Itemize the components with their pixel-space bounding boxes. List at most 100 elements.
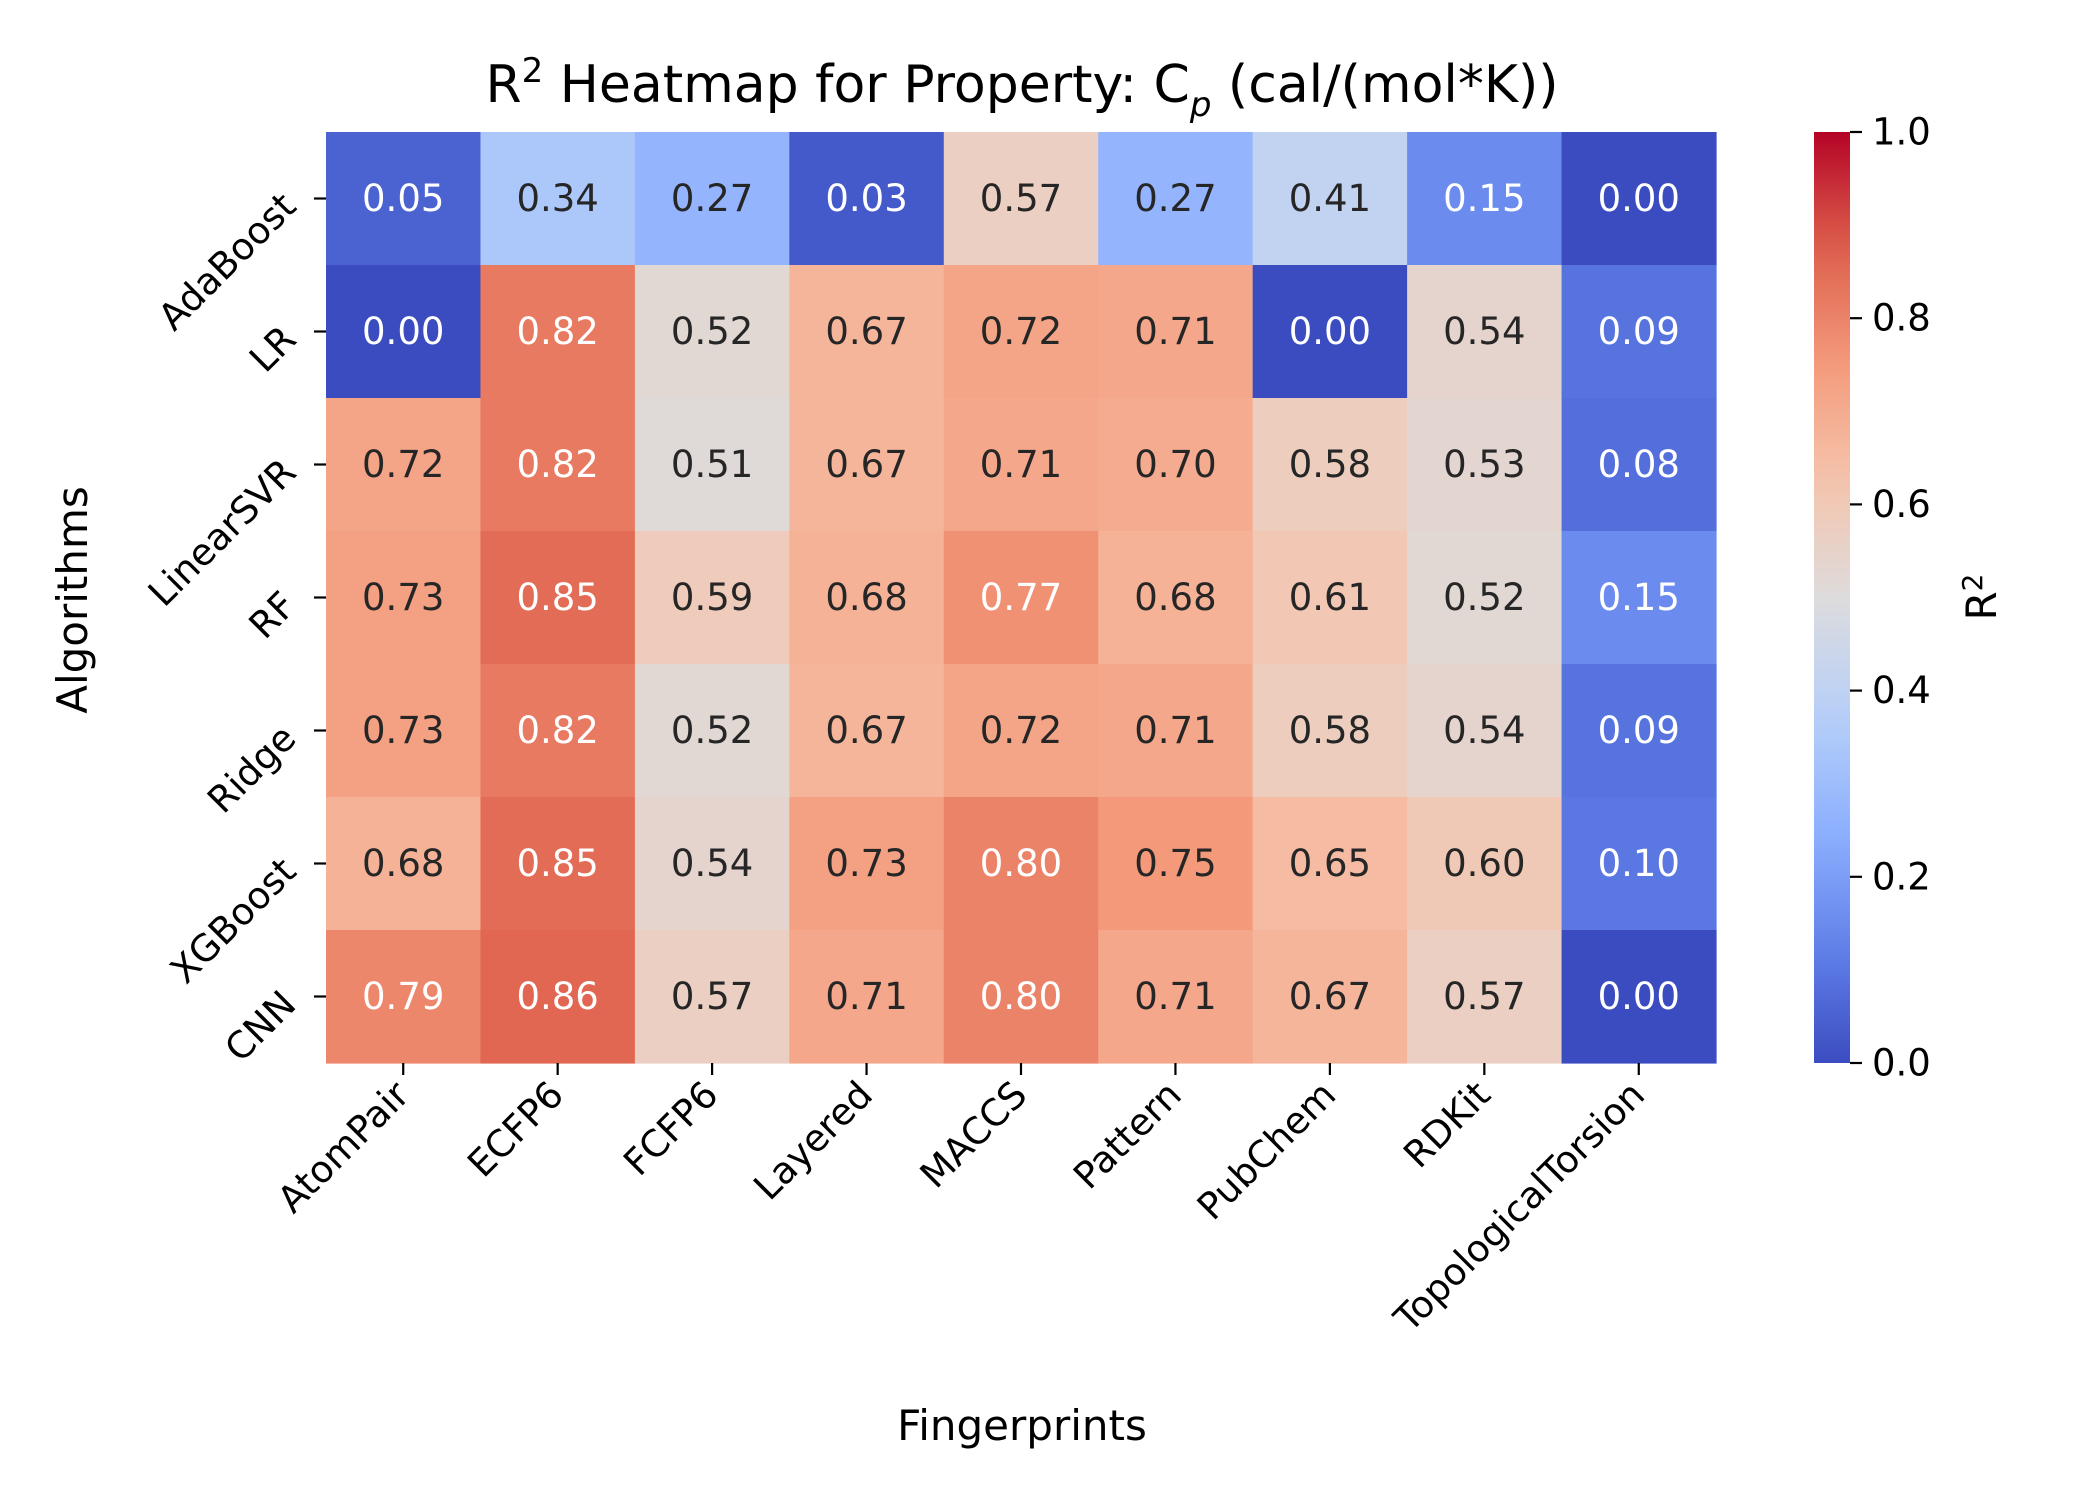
heatmap-cell-value: 0.85 [516,576,598,619]
heatmap-cell [326,398,482,532]
heatmap-cell [1561,265,1717,399]
heatmap-cell [1098,930,1254,1064]
heatmap-cell [480,265,636,399]
heatmap-cell [326,930,482,1064]
heatmap-cell-value: 0.61 [1289,576,1371,619]
heatmap-cell-value: 0.52 [671,709,753,752]
heatmap-cell-value: 0.34 [516,177,598,220]
heatmap-cell-value: 0.52 [1443,576,1525,619]
heatmap-cell [634,132,790,266]
heatmap-cell [1561,531,1717,665]
heatmap-cell-value: 0.57 [671,975,753,1018]
heatmap-cell-value: 0.09 [1598,709,1680,752]
heatmap-cell [1407,398,1563,532]
heatmap-cell-value: 0.27 [671,177,753,220]
heatmap-cell-value: 0.72 [362,443,444,486]
heatmap-cell-value: 0.72 [980,310,1062,353]
title-prefix: R [485,55,521,115]
heatmap-cell-value: 0.86 [516,975,598,1018]
colorbar-label-base: R [1957,591,2006,620]
heatmap-cell-value: 0.80 [980,842,1062,885]
heatmap-cell [1561,664,1717,798]
heatmap-cell [1252,531,1408,665]
colorbar-label: R2 [1956,573,2006,620]
heatmap-cell [1561,132,1717,266]
heatmap-cell-value: 0.71 [1134,709,1216,752]
heatmap-cell-value: 0.65 [1289,842,1371,885]
heatmap-cell [943,930,1099,1064]
heatmap-cell-value: 0.68 [362,842,444,885]
colorbar-tick-label: 0.8 [1872,297,1931,340]
heatmap-cell-value: 0.71 [980,443,1062,486]
colorbar-tick-label: 0.0 [1872,1042,1931,1085]
x-axis-label: Fingerprints [897,1401,1147,1450]
heatmap-cell [634,930,790,1064]
heatmap-cell-value: 0.67 [825,443,907,486]
heatmap-cell [480,797,636,931]
heatmap-cell-value: 0.27 [1134,177,1216,220]
heatmap-cell-value: 0.70 [1134,443,1216,486]
heatmap-cell [1407,930,1563,1064]
heatmap-cell-value: 0.00 [1598,177,1680,220]
heatmap-cell [1098,531,1254,665]
heatmap-cell-value: 0.00 [1598,975,1680,1018]
heatmap-cell [1252,398,1408,532]
heatmap-cell [943,398,1099,532]
heatmap-cell [634,398,790,532]
heatmap-cell-value: 0.05 [362,177,444,220]
heatmap-cell-value: 0.54 [1443,310,1525,353]
heatmap-cell [1407,132,1563,266]
heatmap-cell [943,664,1099,798]
heatmap-cell-value: 0.73 [362,576,444,619]
heatmap-cells [326,132,1717,1064]
heatmap-cell [789,398,945,532]
heatmap-cell [480,664,636,798]
heatmap-cell [1252,265,1408,399]
heatmap-cell [943,265,1099,399]
heatmap-cell-value: 0.67 [825,310,907,353]
heatmap-cell [1407,797,1563,931]
heatmap-cell-value: 0.71 [1134,310,1216,353]
title-suffix: (cal/(mol*K)) [1211,55,1558,115]
heatmap-cell [1098,797,1254,931]
heatmap-cell-value: 0.82 [516,709,598,752]
heatmap-cell-value: 0.75 [1134,842,1216,885]
heatmap-cell-value: 0.15 [1598,576,1680,619]
heatmap-cell [1098,265,1254,399]
heatmap-cell-value: 0.03 [825,177,907,220]
heatmap-cell-value: 0.71 [825,975,907,1018]
heatmap-cell [1561,398,1717,532]
heatmap-cell-value: 0.80 [980,975,1062,1018]
heatmap-cell [1098,398,1254,532]
title-prefix-sup: 2 [522,51,544,91]
heatmap-cell-value: 0.72 [980,709,1062,752]
heatmap-cell [1407,664,1563,798]
chart-title: R2 Heatmap for Property: Cp (cal/(mol*K)… [485,51,1558,125]
heatmap-cell-value: 0.67 [1289,975,1371,1018]
heatmap-cell [943,531,1099,665]
heatmap-cell [943,797,1099,931]
heatmap-cell [634,797,790,931]
heatmap-cell [1407,265,1563,399]
heatmap-cell [1098,132,1254,266]
heatmap-cell-value: 0.71 [1134,975,1216,1018]
heatmap-cell-value: 0.54 [1443,709,1525,752]
heatmap-cell [1252,132,1408,266]
heatmap-cell-value: 0.51 [671,443,753,486]
heatmap-cell [789,797,945,931]
title-subscript: p [1189,85,1212,125]
heatmap-cell [1252,797,1408,931]
heatmap-cell [789,930,945,1064]
heatmap-cell [1561,797,1717,931]
heatmap-cell [480,930,636,1064]
heatmap-cell [326,265,482,399]
heatmap-cell-value: 0.73 [362,709,444,752]
colorbar-label-sup: 2 [1956,573,1989,591]
heatmap-cell [1252,664,1408,798]
heatmap-cell-value: 0.68 [1134,576,1216,619]
heatmap-cell-value: 0.54 [671,842,753,885]
heatmap-cell-labels: 0.05 0.34 0.27 0.03 0.57 0.27 0.41 0.15 0.00 0.00… [362,177,1680,1018]
heatmap-cell-value: 0.79 [362,975,444,1018]
heatmap-cell-value: 0.00 [1289,310,1371,353]
